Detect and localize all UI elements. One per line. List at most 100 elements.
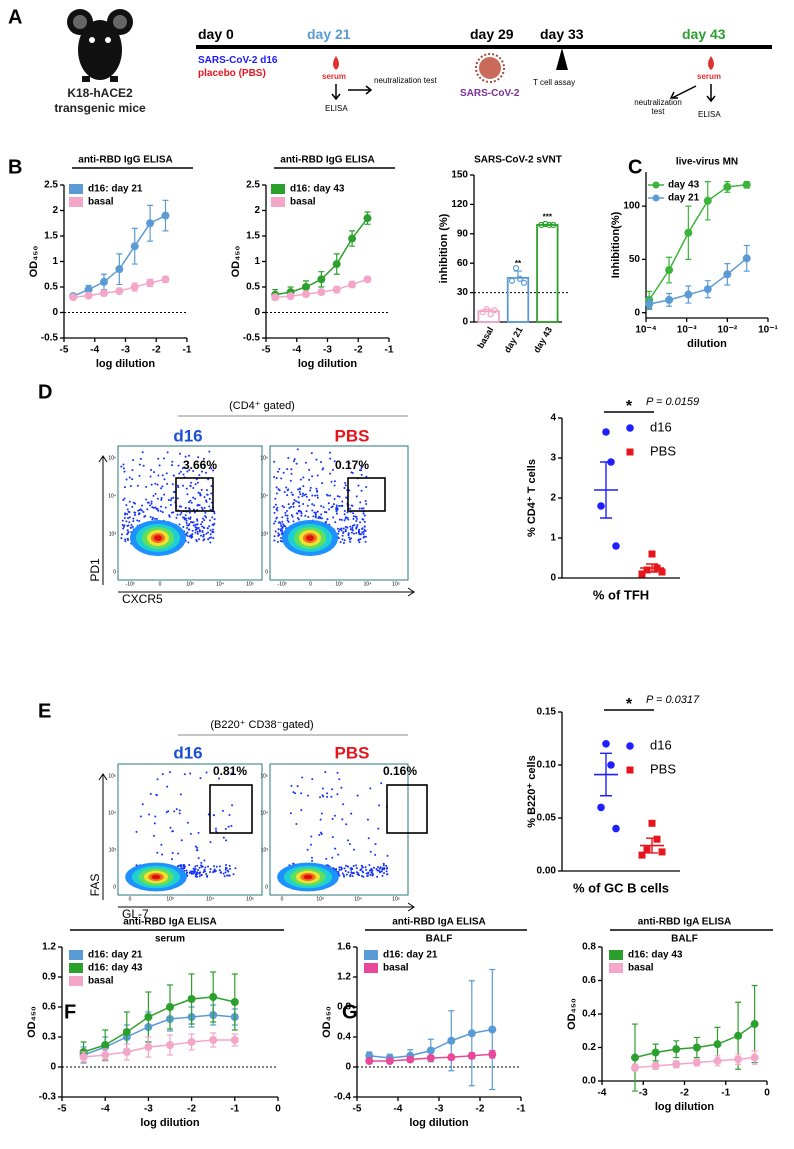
y-tick-label: 0: [634, 307, 640, 318]
event-dot: [193, 870, 196, 873]
event-dot: [370, 871, 373, 874]
legend-label: d16: day 43: [290, 184, 345, 195]
legend-marker: [69, 184, 83, 194]
legend-label: basal: [383, 963, 409, 974]
event-dot: [359, 538, 362, 541]
event-dot: [192, 867, 195, 870]
event-dot: [308, 468, 311, 471]
event-dot: [381, 874, 384, 877]
event-dot: [171, 460, 174, 463]
event-dot: [277, 532, 280, 535]
event-dot: [182, 473, 185, 476]
flow-tick-label: 0: [281, 896, 284, 902]
event-dot: [285, 510, 288, 513]
event-dot: [280, 525, 283, 528]
event-dot: [189, 484, 192, 487]
event-dot: [383, 868, 386, 871]
event-dot: [146, 501, 149, 504]
event-dot: [178, 809, 181, 812]
legend-marker: [652, 194, 660, 202]
event-dot: [175, 516, 178, 519]
event-dot: [203, 496, 206, 499]
virus-icon: [475, 53, 505, 83]
event-dot: [297, 501, 300, 504]
series-line: [649, 257, 748, 305]
x-tick-label: -1: [721, 1088, 730, 1099]
event-dot: [275, 477, 278, 480]
event-dot: [297, 509, 300, 512]
density-plot: [125, 771, 237, 892]
day-label: day 0: [198, 26, 234, 42]
gate-percent: 0.16%: [383, 764, 417, 778]
flow-tick-label: 10³: [261, 847, 269, 853]
event-dot: [340, 786, 343, 789]
event-dot: [127, 524, 130, 527]
data-point: [161, 211, 170, 220]
event-dot: [192, 521, 195, 524]
data-point: [332, 285, 341, 294]
event-dot: [365, 503, 368, 506]
legend-label: d16: day 21: [88, 184, 143, 195]
event-dot: [343, 513, 346, 516]
event-dot: [311, 494, 314, 497]
event-dot: [321, 787, 324, 790]
event-dot: [185, 519, 188, 522]
data-point: [301, 283, 310, 291]
event-dot: [157, 457, 160, 460]
event-dot: [166, 785, 169, 788]
event-dot: [197, 868, 200, 871]
data-point: [658, 848, 666, 856]
event-dot: [357, 531, 360, 534]
data-point: [653, 835, 661, 843]
flow-tick-label: 10⁵: [246, 896, 254, 902]
x-tick-label: -2: [354, 345, 363, 356]
event-dot: [188, 469, 191, 472]
event-dot: [194, 497, 197, 500]
event-dot: [203, 506, 206, 509]
event-dot: [302, 476, 305, 479]
event-dot: [343, 486, 346, 489]
event-dot: [311, 475, 314, 478]
y-tick-label: 0.4: [582, 1009, 596, 1020]
event-dot: [308, 499, 311, 502]
data-point: [479, 309, 486, 316]
event-dot: [287, 457, 290, 460]
event-dot: [272, 522, 275, 525]
event-dot: [352, 515, 355, 518]
event-dot: [273, 539, 276, 542]
data-point: [122, 1048, 131, 1056]
data-point: [317, 288, 326, 297]
event-dot: [355, 871, 358, 874]
event-dot: [123, 470, 126, 473]
event-dot: [355, 867, 358, 870]
event-dot: [165, 811, 168, 814]
data-point: [146, 278, 155, 287]
event-dot: [184, 506, 187, 509]
event-dot: [224, 871, 227, 874]
data-point: [79, 1053, 88, 1061]
day-label: day 33: [540, 26, 584, 42]
event-dot: [307, 794, 310, 797]
event-dot: [126, 529, 129, 532]
event-dot: [156, 483, 159, 486]
event-dot: [335, 867, 338, 870]
data-point: [643, 846, 651, 854]
event-dot: [325, 857, 328, 860]
x-tick-label: -5: [60, 345, 69, 356]
event-dot: [284, 514, 287, 517]
event-dot: [156, 497, 159, 500]
data-point: [512, 265, 520, 272]
event-dot: [190, 481, 193, 484]
event-dot: [154, 492, 157, 495]
event-dot: [356, 794, 359, 797]
event-dot: [162, 457, 165, 460]
event-dot: [215, 865, 218, 868]
event-dot: [180, 505, 183, 508]
event-dot: [278, 467, 281, 470]
event-dot: [304, 514, 307, 517]
event-dot: [161, 853, 164, 856]
y-axis-label: OD₄₅₀: [566, 998, 578, 1030]
event-dot: [273, 460, 276, 463]
event-dot: [347, 533, 350, 536]
